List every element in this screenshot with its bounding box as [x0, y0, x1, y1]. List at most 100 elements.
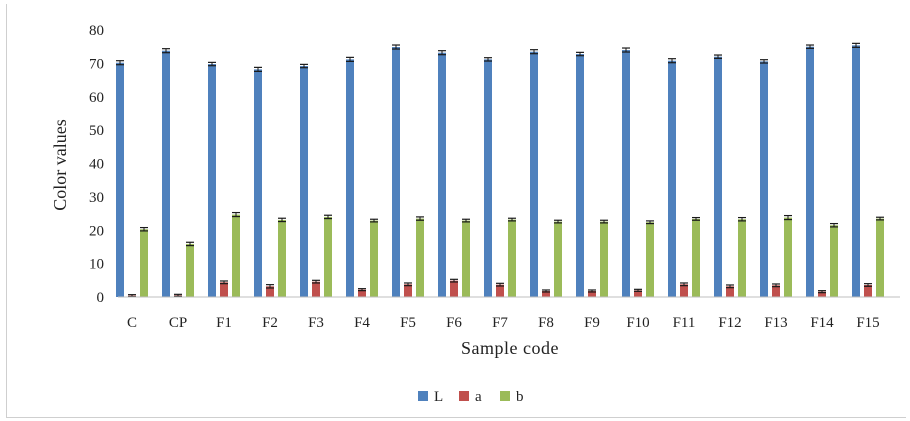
- y-axis-title: Color values: [50, 119, 70, 211]
- bar-a-F7: [496, 284, 504, 297]
- error-bar-b-C: [140, 226, 148, 232]
- error-bar-b-F4: [370, 218, 378, 223]
- x-tick-label: F7: [492, 315, 508, 331]
- error-bar-L-F4: [346, 56, 354, 62]
- y-tick-label: 80: [89, 23, 104, 39]
- error-bar-b-F8: [554, 219, 562, 224]
- error-bar-a-F7: [496, 282, 504, 287]
- x-tick-label: F14: [810, 315, 834, 331]
- bar-a-F8: [542, 290, 550, 297]
- bar-L-F2: [254, 69, 262, 297]
- bar-a-F13: [772, 285, 780, 297]
- bar-L-F13: [760, 61, 768, 298]
- error-bar-b-F11: [692, 216, 700, 221]
- x-tick-label: F10: [626, 315, 649, 331]
- x-tick-label: F13: [764, 315, 787, 331]
- error-bar-L-F2: [254, 66, 262, 72]
- legend-swatch: [459, 391, 469, 401]
- bar-L-F5: [392, 47, 400, 297]
- bar-b-C: [140, 229, 148, 297]
- error-bar-L-F6: [438, 50, 446, 56]
- bar-L-F3: [300, 66, 308, 297]
- error-bar-L-F8: [530, 49, 538, 55]
- y-tick-label: 30: [89, 190, 104, 206]
- error-bar-a-F13: [772, 283, 780, 288]
- bar-b-F13: [784, 217, 792, 297]
- error-bar-a-F9: [588, 289, 596, 293]
- legend-item-L: L: [418, 389, 443, 405]
- error-bar-L-F9: [576, 51, 584, 57]
- bar-a-F6: [450, 280, 458, 297]
- bar-L-CP: [162, 50, 170, 297]
- error-bar-a-F1: [220, 280, 228, 285]
- y-tick-label: 0: [97, 290, 105, 306]
- error-bar-L-F15: [852, 42, 860, 48]
- legend-item-a: a: [459, 389, 482, 405]
- error-bar-b-F2: [278, 217, 286, 223]
- error-bar-b-CP: [186, 241, 194, 247]
- x-tick-label: F8: [538, 315, 554, 331]
- error-bar-L-F3: [300, 63, 308, 69]
- error-bar-a-F11: [680, 282, 688, 287]
- bar-L-F12: [714, 56, 722, 298]
- chart-frame: [6, 4, 906, 418]
- x-tick-label: F4: [354, 315, 370, 331]
- bar-L-F7: [484, 59, 492, 298]
- bar-b-F14: [830, 225, 838, 297]
- error-bar-a-F8: [542, 289, 550, 293]
- error-bar-b-F1: [232, 211, 240, 218]
- bar-L-F4: [346, 59, 354, 298]
- x-tick-label: C: [127, 315, 137, 331]
- bar-a-F3: [312, 281, 320, 297]
- bars-group: [116, 42, 884, 298]
- x-tick-label: F11: [673, 315, 696, 331]
- bar-L-F10: [622, 50, 630, 298]
- error-bar-a-F6: [450, 278, 458, 283]
- x-axis-title: Sample code: [461, 338, 559, 358]
- legend-swatch: [500, 391, 510, 401]
- y-tick-label: 10: [89, 257, 104, 273]
- x-tick-label: F9: [584, 315, 600, 331]
- bar-L-F9: [576, 54, 584, 297]
- bar-b-F5: [416, 218, 424, 297]
- bar-L-F15: [852, 45, 860, 297]
- error-bar-a-F12: [726, 284, 734, 289]
- y-tick-label: 40: [89, 157, 104, 173]
- bar-b-F3: [324, 216, 332, 297]
- error-bar-L-F12: [714, 54, 722, 59]
- error-bar-b-F9: [600, 219, 608, 224]
- y-axis: 0 10 20 30 40 50 60 70 80: [89, 23, 104, 306]
- bar-a-F14: [818, 291, 826, 297]
- error-bar-b-F15: [876, 216, 884, 221]
- x-tick-label: F5: [400, 315, 416, 331]
- bar-b-F4: [370, 220, 378, 297]
- bar-a-F2: [266, 286, 274, 297]
- bar-b-F12: [738, 219, 746, 297]
- error-bar-L-F10: [622, 47, 630, 53]
- bar-b-F6: [462, 220, 470, 297]
- legend-label: b: [516, 389, 524, 405]
- error-bar-L-F1: [208, 61, 216, 67]
- bar-b-CP: [186, 243, 194, 297]
- bar-a-F1: [220, 282, 228, 297]
- bar-a-F10: [634, 290, 642, 297]
- bar-a-F4: [358, 289, 366, 297]
- bar-L-F6: [438, 52, 446, 297]
- error-bar-b-F14: [830, 222, 838, 228]
- error-bar-a-F15: [864, 283, 872, 287]
- bar-L-F8: [530, 51, 538, 297]
- error-bar-b-F6: [462, 218, 470, 223]
- bar-a-F5: [404, 284, 412, 297]
- bar-L-F14: [806, 46, 814, 297]
- x-tick-label: F2: [262, 315, 278, 331]
- legend-label: L: [434, 389, 443, 405]
- error-bar-a-CP: [174, 293, 182, 297]
- y-tick-label: 20: [89, 223, 104, 239]
- bar-a-F9: [588, 290, 596, 297]
- error-bar-b-F12: [738, 216, 746, 222]
- x-tick-label: F15: [856, 315, 879, 331]
- bar-a-F12: [726, 286, 734, 297]
- bar-b-F1: [232, 214, 240, 297]
- error-bar-b-F3: [324, 214, 332, 220]
